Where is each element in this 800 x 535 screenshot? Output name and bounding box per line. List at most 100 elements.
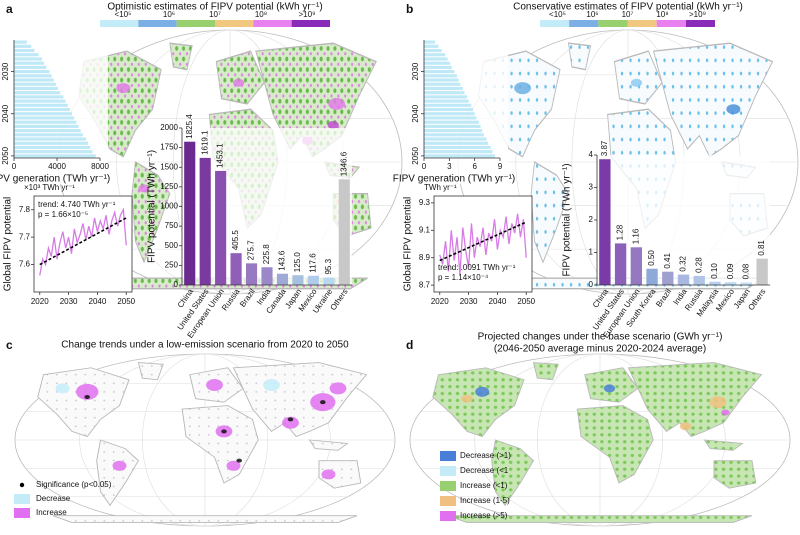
bar <box>14 145 91 150</box>
bar <box>14 99 66 103</box>
value-label: 275.7 <box>247 240 256 261</box>
y-tick-label: 8.7 <box>419 280 431 289</box>
legend-label: Decrease <box>36 494 71 503</box>
legend-label: Increase (>5) <box>460 511 508 520</box>
annotation: trend: 4.740 TWh yr⁻¹ <box>38 200 116 209</box>
x-axis-label: FIPV generation (TWh yr⁻¹) <box>0 174 110 185</box>
map-cluster <box>461 394 473 403</box>
bar <box>725 282 737 285</box>
map-cluster <box>320 400 326 405</box>
map-cluster <box>84 395 90 399</box>
bar <box>677 274 690 285</box>
legend-swatch <box>440 466 456 476</box>
value-label: 125.0 <box>293 252 302 273</box>
legend-swatch <box>19 482 25 488</box>
colorbar-segment <box>598 20 628 27</box>
bar <box>14 40 27 44</box>
colorbar-label: 10⁷ <box>209 10 221 19</box>
map-cluster <box>709 396 727 409</box>
bar <box>424 65 452 69</box>
bar <box>14 154 96 158</box>
y-tick-label: 7.8 <box>19 205 31 214</box>
map-title: Conservative estimates of FIPV potential… <box>513 2 743 13</box>
bar <box>662 271 674 285</box>
bar <box>230 253 242 285</box>
map-subtitle: (2046-2050 average minus 2020-2024 avera… <box>494 344 706 355</box>
legend-swatch <box>14 508 30 518</box>
map-cluster <box>233 78 245 87</box>
map-cluster <box>630 78 643 87</box>
value-label: 0.41 <box>663 253 672 269</box>
bar <box>14 150 93 154</box>
y-tick-label: 2030 <box>1 62 10 80</box>
colorbar-label: 10⁶ <box>163 10 175 19</box>
x-tick-label: 6 <box>472 162 477 171</box>
map-cluster <box>226 460 241 471</box>
bar <box>424 86 463 91</box>
bar <box>292 275 304 285</box>
value-label: 1.16 <box>631 228 640 244</box>
bar <box>14 137 87 141</box>
value-label: 117.6 <box>308 253 317 273</box>
bar <box>424 99 469 103</box>
bar <box>424 95 468 99</box>
y-tick-label: 2000 <box>160 123 178 132</box>
y-tick-label: 500 <box>165 241 179 250</box>
bar <box>740 282 753 285</box>
bar <box>14 65 47 69</box>
bar <box>424 133 484 137</box>
y-tick-label: 2030 <box>411 62 420 80</box>
bar <box>424 145 491 150</box>
bar <box>424 44 439 48</box>
colorbar-label: 10⁷ <box>622 10 634 19</box>
panel-label: a <box>6 2 13 16</box>
annotation: trend: .0091 TWh yr⁻¹ <box>438 263 516 272</box>
map-cluster <box>514 82 531 95</box>
map-cluster <box>138 184 150 193</box>
y-axis-label: FIPV potential (TWh yr⁻¹) <box>562 163 573 276</box>
value-label: 0.09 <box>726 263 735 279</box>
bar <box>424 70 455 74</box>
trend-line <box>39 217 127 266</box>
legend-swatch <box>440 496 456 506</box>
x-tick-label: 2030 <box>460 297 478 306</box>
bar <box>424 74 457 78</box>
bar <box>424 53 446 57</box>
series-line <box>39 207 127 276</box>
series-line <box>439 213 527 275</box>
map-cluster <box>236 458 242 463</box>
y-tick-label: 3 <box>589 183 594 192</box>
x-tick-label: 2030 <box>60 297 78 306</box>
legend-swatch <box>440 481 456 491</box>
map-cluster <box>721 409 730 416</box>
y-tick-label: 2050 <box>1 146 10 164</box>
x-tick-label: 2020 <box>31 297 49 306</box>
y-tick-label: 1750 <box>160 143 178 152</box>
map-cluster <box>726 104 741 115</box>
bar <box>14 44 32 48</box>
value-label: 1453.1 <box>216 143 225 168</box>
bar <box>693 275 705 285</box>
y-tick-label: 4 <box>589 150 594 159</box>
colorbar-segment <box>685 20 715 27</box>
map-cluster <box>263 378 280 391</box>
legend-label: Decrease (<1 <box>460 466 509 475</box>
bar <box>338 179 350 285</box>
bar <box>424 57 448 61</box>
value-label: 0.50 <box>647 250 656 266</box>
value-label: 1346.6 <box>339 151 348 176</box>
x-tick-label: 2020 <box>431 297 449 306</box>
bar <box>424 91 465 95</box>
bar <box>199 157 211 285</box>
x-tick-label: 0 <box>422 162 427 171</box>
value-label: 0.32 <box>679 255 688 271</box>
bar <box>14 107 70 112</box>
y-tick-label: 2 <box>589 215 594 224</box>
map-cluster <box>206 378 223 391</box>
bar <box>307 275 319 285</box>
map-cluster <box>475 386 490 397</box>
value-label: 0.81 <box>757 240 766 256</box>
bar <box>14 103 68 107</box>
